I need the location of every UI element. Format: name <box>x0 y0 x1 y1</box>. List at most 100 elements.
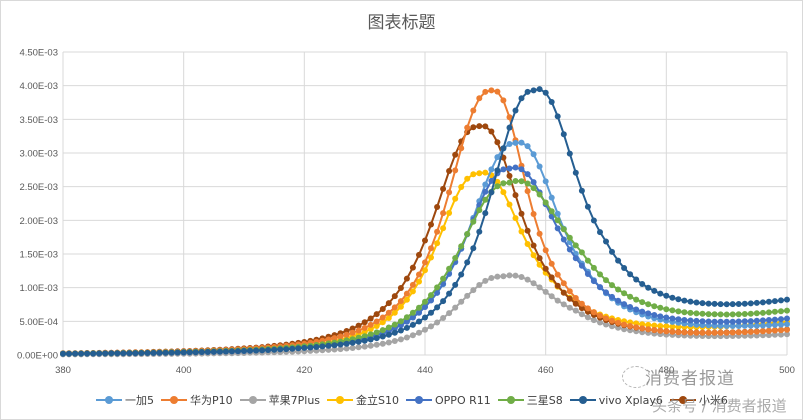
data-point <box>584 271 591 277</box>
data-point <box>132 350 139 357</box>
data-point <box>494 178 501 185</box>
data-point <box>747 318 754 325</box>
legend-item: OPPO R11 <box>406 394 491 407</box>
data-point <box>717 301 724 308</box>
data-point <box>506 272 513 279</box>
legend-label: vivo Xplay6 <box>598 393 663 407</box>
data-point <box>711 329 718 336</box>
data-point <box>657 304 664 311</box>
data-point <box>434 284 441 291</box>
data-point <box>554 297 561 304</box>
data-point <box>500 97 507 104</box>
data-point <box>476 170 483 177</box>
data-point <box>403 334 410 341</box>
data-point <box>343 331 350 338</box>
data-point <box>361 324 368 331</box>
data-point <box>500 189 507 196</box>
data-point <box>422 326 428 333</box>
data-point <box>470 107 477 114</box>
data-point <box>355 327 362 334</box>
data-point <box>603 238 609 245</box>
data-point <box>90 350 97 357</box>
data-point <box>687 317 694 324</box>
data-point <box>458 145 465 152</box>
data-point <box>639 308 646 315</box>
data-point <box>536 86 543 93</box>
data-point <box>428 323 434 330</box>
data-point <box>464 292 471 299</box>
data-point <box>361 333 368 340</box>
data-point <box>542 247 549 254</box>
data-point <box>530 242 537 249</box>
data-point <box>759 332 766 339</box>
data-point <box>753 310 760 317</box>
data-point <box>675 296 682 303</box>
data-point <box>548 208 555 215</box>
legend-marker-icon <box>96 395 122 405</box>
data-point <box>391 309 398 316</box>
data-point <box>114 350 121 357</box>
data-point <box>428 254 434 261</box>
data-point <box>609 293 615 300</box>
data-point <box>379 319 386 326</box>
data-point <box>584 257 591 264</box>
data-point <box>759 328 766 335</box>
data-point <box>144 349 151 356</box>
data-point <box>446 265 453 272</box>
data-point <box>416 304 422 311</box>
data-point <box>669 307 676 314</box>
data-point <box>717 311 724 318</box>
data-point <box>416 309 422 316</box>
chart-legend: 一加5 华为P10 苹果7Plus 金立S10 OPPO R11 三星S8 vivo Xpl… <box>96 392 735 408</box>
data-point <box>506 124 513 131</box>
data-point <box>506 114 513 121</box>
data-point <box>391 321 398 328</box>
y-tick-label: 0.00E+00 <box>17 351 58 362</box>
x-tick-label: 460 <box>538 365 554 376</box>
data-point <box>512 164 519 171</box>
data-point <box>639 325 646 332</box>
data-point <box>578 262 585 269</box>
data-point <box>560 301 567 308</box>
data-point <box>391 338 398 344</box>
data-point <box>542 199 549 206</box>
data-point <box>572 169 579 176</box>
data-point <box>301 344 308 351</box>
data-point <box>548 293 555 300</box>
data-point <box>409 332 416 339</box>
data-point <box>385 339 392 346</box>
data-point <box>494 154 501 161</box>
data-point <box>524 143 531 150</box>
data-point <box>428 292 434 299</box>
data-point <box>560 226 567 233</box>
data-point <box>615 319 622 326</box>
data-point <box>253 347 260 354</box>
data-point <box>524 88 531 95</box>
data-point <box>645 284 652 291</box>
data-point <box>687 309 694 316</box>
data-point <box>681 317 688 323</box>
data-point <box>603 277 609 284</box>
legend-label: 华为P10 <box>190 394 233 407</box>
data-point <box>518 178 525 185</box>
chart-title: 图表标题 <box>367 13 436 33</box>
data-point <box>536 255 543 262</box>
data-point <box>506 165 513 172</box>
data-point <box>367 326 374 333</box>
data-point <box>699 300 706 307</box>
data-point <box>651 312 658 318</box>
data-point <box>373 335 380 342</box>
data-point <box>729 311 736 318</box>
data-point <box>615 324 622 331</box>
data-point <box>651 322 658 329</box>
data-point <box>506 179 513 186</box>
data-point <box>584 203 591 210</box>
data-point <box>578 311 585 318</box>
data-point <box>524 188 531 195</box>
data-point <box>464 231 471 237</box>
data-point <box>753 322 760 329</box>
legend-label: 小米6 <box>698 394 728 407</box>
x-tick-label: 420 <box>296 365 312 376</box>
data-point <box>126 350 133 357</box>
data-point <box>705 318 712 325</box>
